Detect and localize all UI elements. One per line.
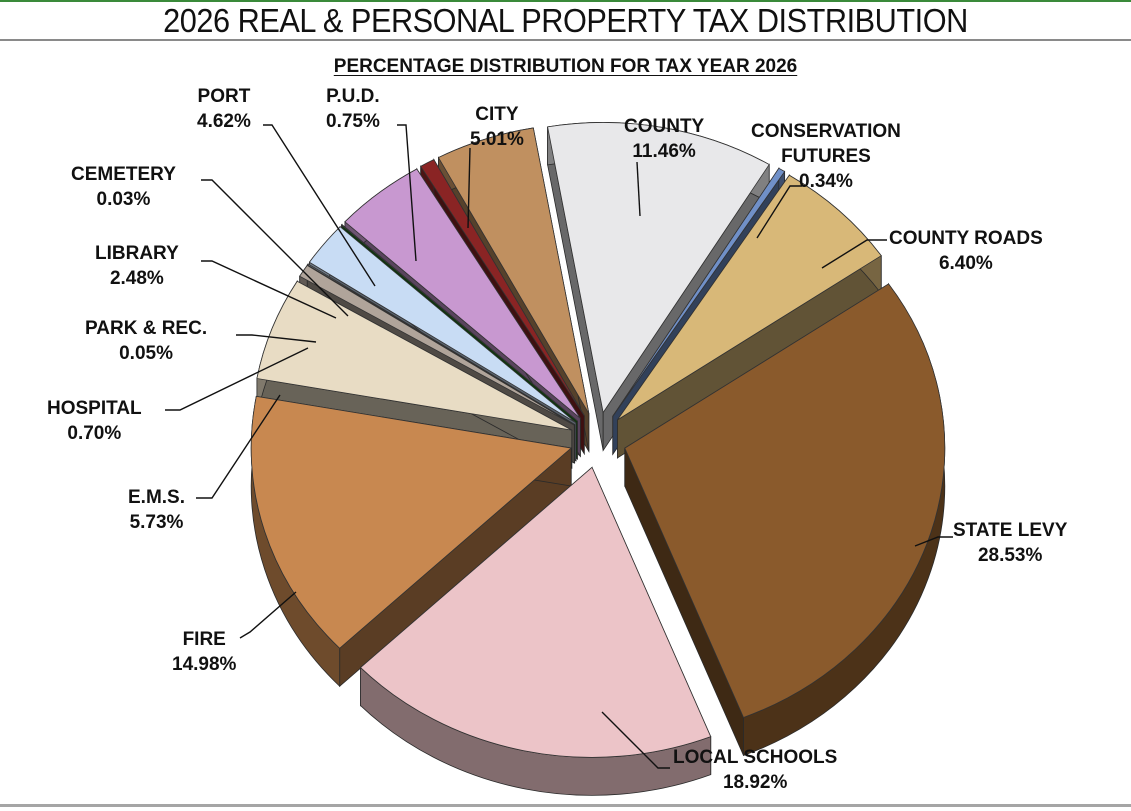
label-ems: E.M.S. 5.73%: [128, 487, 186, 533]
leader-line-city: [467, 147, 471, 229]
leader-line-hospital: [165, 347, 309, 411]
leader-line-library: [201, 260, 337, 319]
leader-line-ems: [196, 394, 281, 499]
pie-slice-fire: [250, 395, 573, 688]
leader-line-county: [636, 161, 641, 217]
pie-slice-county-roads: [617, 173, 882, 460]
pie-slice-local-schools: [359, 466, 712, 796]
page-title: 2026 REAL & PERSONAL PROPERTY TAX DISTRI…: [163, 2, 968, 39]
leader-line-pud: [397, 124, 417, 262]
label-hospital: HOSPITAL 0.70%: [47, 398, 142, 444]
leader-line-port: [263, 124, 376, 287]
label-library: LIBRARY 2.48%: [95, 243, 179, 289]
leader-line-conservation-futures: [756, 185, 802, 239]
pie-slice-county: [547, 122, 770, 452]
label-fire: FIRE 14.98%: [172, 629, 237, 675]
leader-line-fire: [239, 591, 297, 639]
label-city: CITY 5.01%: [470, 104, 524, 150]
pie-slice-state-levy: [624, 282, 946, 757]
label-county: COUNTY 11.46%: [624, 116, 705, 162]
label-pud: P.U.D. 0.75%: [326, 86, 380, 132]
leader-line-state-levy: [914, 536, 953, 547]
label-cemetery: CEMETERY 0.03%: [71, 164, 176, 210]
label-county-roads: COUNTY ROADS 6.40%: [889, 228, 1043, 274]
label-conservation-futures: CONSERVATION FUTURES 0.34%: [751, 121, 901, 192]
label-local-schools: LOCAL SCHOOLS 18.92%: [673, 747, 838, 793]
chart-subtitle-text: PERCENTAGE DISTRIBUTION FOR TAX YEAR 202…: [333, 56, 798, 77]
label-park-rec: PARK & REC. 0.05%: [85, 318, 208, 364]
chart-subtitle: PERCENTAGE DISTRIBUTION FOR TAX YEAR 202…: [0, 56, 1131, 78]
label-port: PORT 4.62%: [197, 86, 251, 132]
bottom-rule: [0, 804, 1131, 807]
title-divider: [0, 39, 1131, 41]
leader-line-cemetery: [201, 179, 349, 317]
leader-line-park-rec: [236, 334, 317, 343]
top-rule: [0, 0, 1131, 2]
leader-line-local-schools: [601, 711, 670, 769]
leader-line-county-roads: [821, 239, 887, 269]
label-state-levy: STATE LEVY 28.53%: [953, 520, 1068, 566]
